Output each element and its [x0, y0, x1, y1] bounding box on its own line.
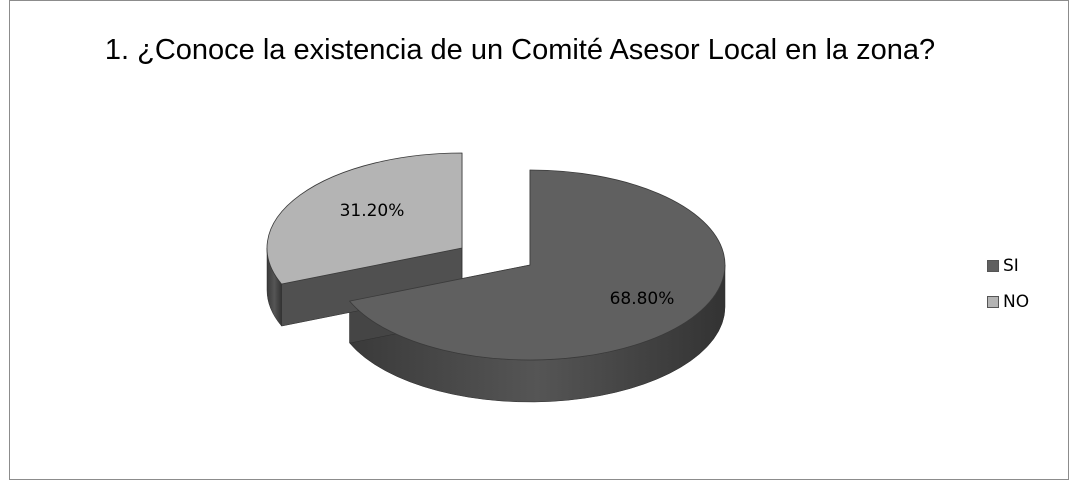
legend-label-si: SI	[1003, 256, 1019, 276]
chart-legend: SI NO	[987, 254, 1029, 326]
data-label-si: 68.80%	[610, 289, 675, 309]
legend-item-si: SI	[987, 254, 1029, 278]
pie-slice-si	[348, 169, 726, 361]
pie-slice-no	[266, 152, 463, 285]
legend-swatch-no	[987, 296, 999, 308]
data-label-no: 31.20%	[340, 201, 405, 221]
legend-label-no: NO	[1003, 292, 1030, 312]
legend-swatch-si	[987, 260, 999, 272]
chart-title: 1. ¿Conoce la existencia de un Comité As…	[104, 34, 936, 66]
legend-item-no: NO	[987, 290, 1029, 314]
